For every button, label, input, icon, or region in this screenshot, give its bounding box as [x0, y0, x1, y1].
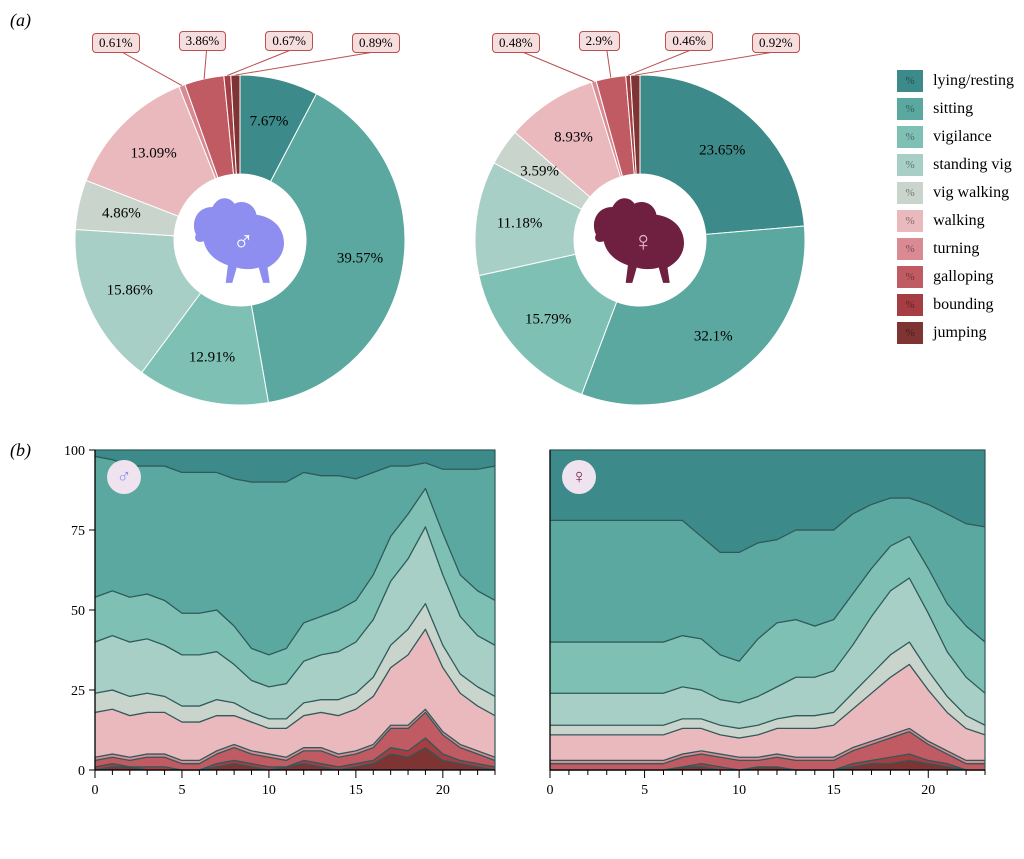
ytick-label: 100	[64, 444, 85, 459]
legend-item-galloping: % galloping	[897, 266, 1014, 288]
legend-item-lying_resting: % lying/resting	[897, 70, 1014, 92]
legend-item-turning: % turning	[897, 238, 1014, 260]
xtick-label: 20	[921, 783, 935, 798]
donut-female: ♀ 23.65% 32.1% 15.79% 11.18% 3.59% 8.93% 0.48% 2…	[440, 10, 840, 430]
legend-swatch: %	[897, 294, 923, 316]
ytick-label: 0	[78, 764, 85, 779]
figure: (a) ♂7.67%39.57%12.91%15.86%4.86%13.09%0…	[10, 10, 1014, 815]
legend-swatch: %	[897, 70, 923, 92]
legend-item-bounding: % bounding	[897, 294, 1014, 316]
callout-leader	[607, 49, 611, 78]
slice-label-walking: 8.93%	[554, 130, 593, 147]
xtick-label: 15	[827, 783, 841, 798]
slice-label-vigilance: 15.79%	[525, 311, 571, 328]
legend-item-vigilance: % vigilance	[897, 126, 1014, 148]
legend-item-jumping: % jumping	[897, 322, 1014, 344]
panel-b: 0 25 50 75 100 0 5 10 15 20 ♂ 0 5 10 15 20 ♀	[10, 440, 1014, 815]
callout-leader	[120, 51, 182, 86]
callout-bounding: 0.46%	[665, 31, 713, 51]
xtick-label: 10	[732, 783, 746, 798]
callout-galloping: 2.9%	[579, 31, 620, 51]
legend-swatch: %	[897, 266, 923, 288]
legend-label: bounding	[933, 296, 993, 314]
xtick-label: 0	[547, 783, 554, 798]
xtick-label: 10	[262, 783, 276, 798]
slice-label-lying_resting: 23.65%	[699, 142, 745, 159]
area-svg: 0 5 10 15 20	[540, 440, 990, 810]
female-symbol-icon: ♀	[633, 227, 654, 258]
legend-item-walking: % walking	[897, 210, 1014, 232]
female-badge-icon: ♀	[562, 460, 596, 494]
donut-svg: ♂	[40, 10, 440, 430]
legend-label: vigilance	[933, 128, 992, 146]
legend-label: walking	[933, 212, 985, 230]
xtick-label: 20	[436, 783, 450, 798]
male-symbol-icon: ♂	[233, 227, 254, 258]
legend: % lying/resting% sitting% vigilance% standin…	[897, 70, 1014, 350]
slice-label-sitting: 32.1%	[694, 328, 733, 345]
legend-swatch: %	[897, 238, 923, 260]
legend-label: sitting	[933, 100, 973, 118]
slice-label-walking: 13.09%	[131, 146, 177, 163]
legend-label: jumping	[933, 324, 986, 342]
callout-leader	[204, 49, 207, 79]
legend-label: vig walking	[933, 184, 1009, 202]
donut-male: ♂ 7.67% 39.57% 12.91% 15.86% 4.86% 13.09% 0.61%…	[40, 10, 440, 430]
legend-label: standing vig	[933, 156, 1012, 174]
callout-leader	[628, 49, 693, 75]
panel-a: ♂ 7.67% 39.57% 12.91% 15.86% 4.86% 13.09% 0.61%…	[10, 10, 1014, 430]
area-chart-female: 0 5 10 15 20 ♀	[540, 440, 990, 815]
slice-label-lying_resting: 7.67%	[250, 114, 289, 131]
callout-turning: 0.61%	[92, 33, 140, 53]
slice-label-standing_vig: 15.86%	[107, 283, 153, 300]
legend-item-standing_vig: % standing vig	[897, 154, 1014, 176]
slice-label-vigilance: 12.91%	[189, 350, 235, 367]
callout-jumping: 0.92%	[752, 33, 800, 53]
ytick-label: 50	[71, 604, 85, 619]
callout-leader	[520, 51, 594, 82]
xtick-label: 0	[92, 783, 99, 798]
slice-label-vig_walking: 4.86%	[102, 205, 141, 222]
callout-jumping: 0.89%	[352, 33, 400, 53]
callout-leader	[227, 49, 293, 75]
male-badge-icon: ♂	[107, 460, 141, 494]
slice-label-standing_vig: 11.18%	[497, 215, 543, 232]
ytick-label: 75	[71, 524, 85, 539]
legend-swatch: %	[897, 98, 923, 120]
legend-label: lying/resting	[933, 72, 1014, 90]
ytick-label: 25	[71, 684, 85, 699]
xtick-label: 5	[641, 783, 648, 798]
legend-label: galloping	[933, 268, 993, 286]
legend-swatch: %	[897, 182, 923, 204]
legend-swatch: %	[897, 210, 923, 232]
legend-item-sitting: % sitting	[897, 98, 1014, 120]
legend-swatch: %	[897, 322, 923, 344]
callout-leader	[635, 51, 780, 75]
legend-item-vig_walking: % vig walking	[897, 182, 1014, 204]
callout-galloping: 3.86%	[179, 31, 227, 51]
area-chart-male: 0 25 50 75 100 0 5 10 15 20 ♂	[50, 440, 500, 815]
xtick-label: 5	[178, 783, 185, 798]
legend-label: turning	[933, 240, 979, 258]
slice-label-sitting: 39.57%	[337, 250, 383, 267]
callout-turning: 0.48%	[492, 33, 540, 53]
legend-swatch: %	[897, 126, 923, 148]
legend-swatch: %	[897, 154, 923, 176]
area-svg: 0 25 50 75 100 0 5 10 15 20	[50, 440, 500, 810]
xtick-label: 15	[349, 783, 363, 798]
slice-label-vig_walking: 3.59%	[520, 163, 559, 180]
callout-bounding: 0.67%	[265, 31, 313, 51]
